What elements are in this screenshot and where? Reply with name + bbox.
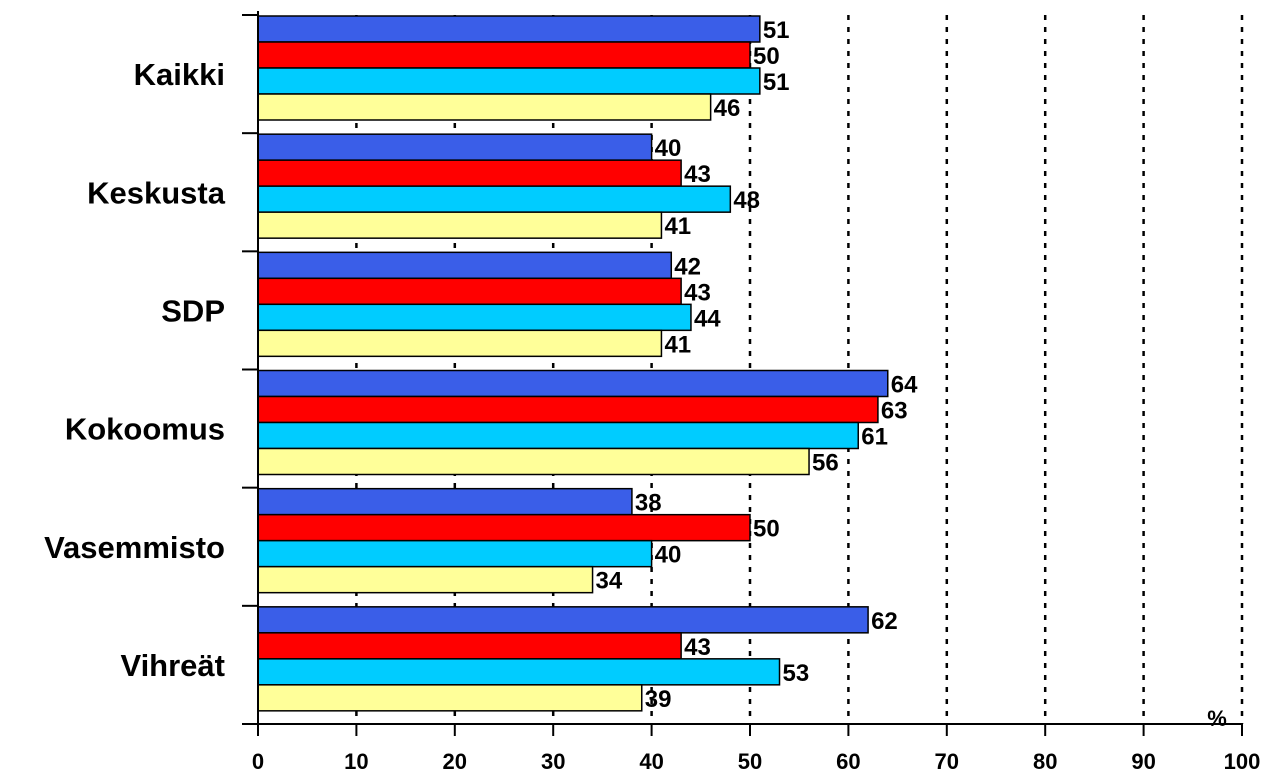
category-label: Kaikki: [134, 57, 225, 92]
x-axis-unit-label: %: [1207, 706, 1227, 731]
bar-kaikki-series-4: [257, 93, 712, 121]
bar-kokoomus-series-2: [257, 395, 879, 424]
data-label: 38: [635, 490, 662, 517]
bar-vasemmisto-series-1: [257, 487, 633, 516]
bar-kaikki-series-3: [257, 67, 761, 95]
bar-vasemmisto-series-2: [257, 513, 751, 542]
bar-kokoomus-series-1: [257, 369, 889, 398]
category-label: Vasemmisto: [44, 530, 225, 565]
bar-sdp-series-1: [257, 251, 673, 280]
bar-vihreät-series-1: [257, 606, 869, 634]
data-label: 43: [684, 279, 711, 306]
data-label: 40: [655, 542, 682, 569]
x-tick-label: 100: [1224, 749, 1261, 773]
bar-kaikki-series-1: [257, 15, 761, 43]
x-tick-label: 30: [541, 749, 565, 773]
bar-vihreät-series-3: [257, 658, 781, 686]
bars-layer: [257, 15, 889, 712]
bar-sdp-series-3: [257, 303, 692, 332]
bar-sdp-series-2: [257, 277, 682, 306]
bar-kaikki-series-2: [257, 41, 751, 69]
bar-kokoomus-series-4: [257, 447, 810, 476]
data-label: 43: [684, 634, 711, 661]
data-label: 53: [783, 660, 810, 687]
x-tick-label: 60: [836, 749, 860, 773]
x-tick-label: 70: [935, 749, 959, 773]
x-tick-label: 80: [1033, 749, 1057, 773]
category-label: SDP: [161, 293, 225, 328]
labels-layer: 51505146Kaikki40434841Keskusta42434441SD…: [44, 17, 1261, 774]
data-label: 50: [753, 43, 780, 70]
data-label: 41: [664, 213, 691, 240]
x-tick-label: 0: [252, 749, 264, 773]
x-tick-label: 90: [1131, 749, 1155, 773]
bar-keskusta-series-4: [257, 211, 663, 239]
data-label: 61: [861, 424, 888, 451]
bar-vihreät-series-4: [257, 684, 643, 712]
category-label: Kokoomus: [65, 412, 225, 447]
bar-keskusta-series-3: [257, 185, 732, 213]
bar-vihreät-series-2: [257, 632, 682, 660]
bar-kokoomus-series-3: [257, 421, 859, 450]
data-label: 34: [596, 568, 623, 595]
bar-keskusta-series-1: [257, 133, 653, 161]
data-label: 50: [753, 516, 780, 543]
x-tick-label: 40: [639, 749, 663, 773]
x-tick-label: 20: [443, 749, 467, 773]
data-label: 41: [664, 331, 691, 358]
data-label: 56: [812, 450, 839, 477]
data-label: 62: [871, 608, 898, 635]
data-label: 64: [891, 372, 918, 399]
axes-layer: [242, 11, 1243, 736]
bar-sdp-series-4: [257, 329, 663, 358]
data-label: 39: [645, 686, 672, 713]
bar-vasemmisto-series-3: [257, 539, 653, 568]
bar-keskusta-series-2: [257, 159, 682, 187]
category-label: Vihreät: [120, 648, 225, 683]
x-tick-label: 50: [738, 749, 762, 773]
category-label: Keskusta: [87, 175, 226, 210]
data-label: 63: [881, 398, 908, 425]
data-label: 40: [655, 135, 682, 162]
x-tick-label: 10: [344, 749, 368, 773]
data-label: 48: [733, 187, 760, 214]
data-label: 51: [763, 69, 790, 96]
data-label: 46: [714, 95, 741, 122]
data-label: 51: [763, 17, 790, 44]
data-label: 43: [684, 161, 711, 188]
grid-layer: [355, 15, 1244, 724]
data-label: 44: [694, 305, 721, 332]
bar-vasemmisto-series-4: [257, 565, 594, 594]
data-label: 42: [674, 253, 701, 280]
